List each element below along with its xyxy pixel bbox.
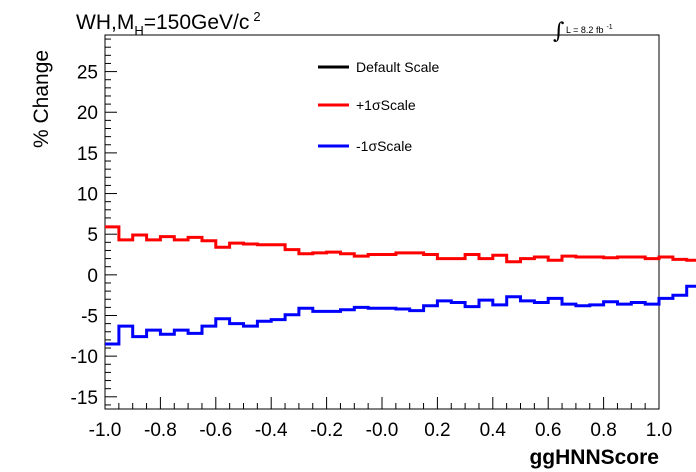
series-line-1 <box>105 225 696 264</box>
y-tick-label: -5 <box>81 307 98 328</box>
x-tick-label: -0.4 <box>255 420 288 441</box>
title-rest: =150GeV/c <box>144 11 250 34</box>
y-tick-label: 5 <box>87 225 98 246</box>
legend-label-default: Default Scale <box>356 59 439 75</box>
x-tick-label: -0.2 <box>310 420 343 441</box>
x-tick-label: -0.0 <box>366 420 399 441</box>
title-superscript: 2 <box>253 9 260 24</box>
x-tick-label: -0.6 <box>199 420 232 441</box>
y-tick-label: -10 <box>71 347 98 368</box>
y-tick-label: -15 <box>71 388 98 409</box>
x-tick-label: -0.8 <box>144 420 177 441</box>
title-main: WH,M <box>76 11 134 34</box>
series-line-2 <box>105 284 696 346</box>
y-tick-label: 25 <box>77 63 98 84</box>
y-tick-label: 15 <box>77 144 98 165</box>
x-axis-label: ggHNNScore <box>529 446 659 469</box>
legend-label-minus: -1σScale <box>356 138 412 154</box>
series-layer <box>105 225 696 346</box>
y-tick-label: 0 <box>87 266 98 287</box>
title-subscript: H <box>134 23 143 38</box>
axis-ticks <box>104 38 660 409</box>
lumi-text: L = 8.2 fb <box>566 25 603 35</box>
x-tick-label: 0.6 <box>535 420 561 441</box>
plot-area <box>104 34 660 410</box>
legend: Default Scale +1σScale -1σScale <box>318 59 439 154</box>
lumi-superscript: -1 <box>606 24 612 31</box>
x-tick-label: 0.4 <box>480 420 507 441</box>
lumi-integral: ∫ <box>553 19 565 44</box>
chart-title: WH,MH=150GeV/c 2 <box>76 9 261 38</box>
y-tick-label: 10 <box>77 185 98 206</box>
x-tick-label: 0.8 <box>590 420 616 441</box>
lumi-label: L = 8.2 fb -1 <box>566 24 613 35</box>
y-axis-label: % Change <box>30 50 53 148</box>
y-tick-label: 20 <box>77 103 98 124</box>
y-tick-labels: -15 -10 -5 0 5 10 15 20 25 <box>71 63 98 409</box>
x-tick-labels: -1.0 -0.8 -0.6 -0.4 -0.2 -0.0 0.2 0.4 0.6 0.8 1.0 <box>89 420 673 441</box>
x-tick-label: 0.2 <box>424 420 450 441</box>
x-tick-label: -1.0 <box>89 420 122 441</box>
x-tick-label: 1.0 <box>646 420 672 441</box>
legend-label-plus: +1σScale <box>356 97 416 113</box>
